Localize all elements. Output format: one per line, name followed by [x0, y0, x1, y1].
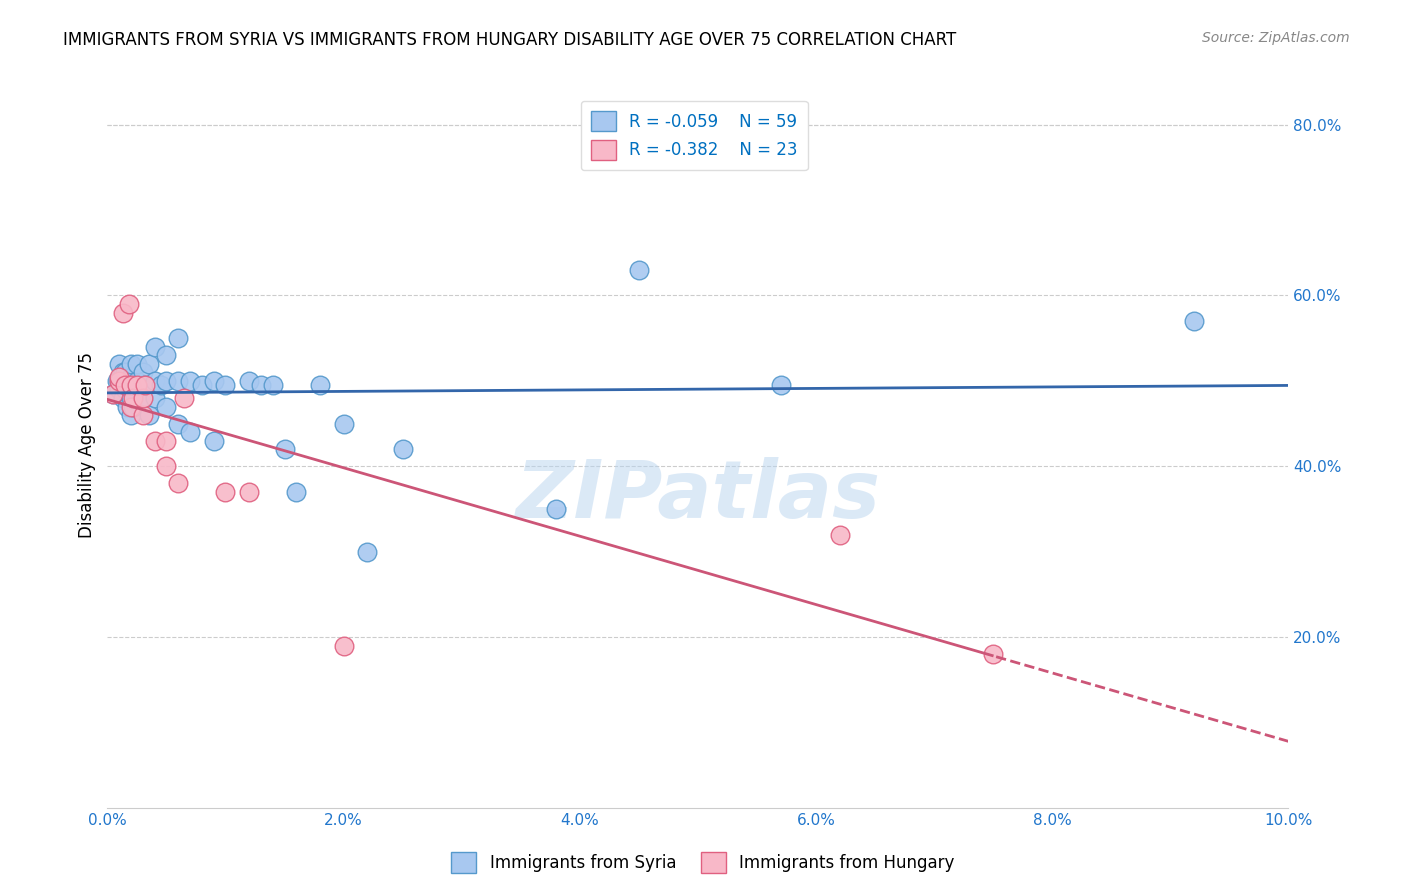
Point — [114, 365, 136, 379]
Point — [134, 378, 156, 392]
Point — [108, 374, 131, 388]
Point — [132, 365, 155, 379]
Point — [250, 378, 273, 392]
Point — [1182, 314, 1205, 328]
Point — [391, 442, 413, 457]
Point — [143, 340, 166, 354]
Point — [143, 434, 166, 448]
Point — [114, 369, 136, 384]
Point — [105, 374, 128, 388]
Point — [149, 378, 172, 392]
Point — [120, 378, 142, 392]
Point — [125, 357, 148, 371]
Point — [132, 378, 155, 392]
Legend: R = -0.059    N = 59, R = -0.382    N = 23: R = -0.059 N = 59, R = -0.382 N = 23 — [581, 101, 807, 170]
Point — [138, 357, 160, 371]
Point — [132, 391, 155, 405]
Point — [122, 400, 145, 414]
Point — [122, 391, 145, 405]
Point — [238, 374, 260, 388]
Point — [262, 378, 284, 392]
Point — [103, 386, 125, 401]
Point — [167, 476, 190, 491]
Point — [828, 527, 851, 541]
Point — [125, 378, 148, 392]
Point — [356, 545, 378, 559]
Point — [179, 425, 201, 440]
Point — [108, 383, 131, 397]
Text: ZIPatlas: ZIPatlas — [516, 457, 880, 535]
Point — [138, 408, 160, 422]
Point — [214, 485, 236, 500]
Point — [238, 485, 260, 500]
Point — [332, 417, 354, 431]
Text: IMMIGRANTS FROM SYRIA VS IMMIGRANTS FROM HUNGARY DISABILITY AGE OVER 75 CORRELAT: IMMIGRANTS FROM SYRIA VS IMMIGRANTS FROM… — [63, 31, 956, 49]
Point — [125, 374, 148, 388]
Point — [167, 331, 190, 345]
Point — [273, 442, 295, 457]
Point — [120, 408, 142, 422]
Point — [155, 348, 177, 362]
Point — [117, 378, 139, 392]
Point — [122, 378, 145, 392]
Point — [546, 502, 568, 516]
Y-axis label: Disability Age Over 75: Disability Age Over 75 — [79, 352, 96, 538]
Point — [111, 391, 134, 405]
Point — [155, 459, 177, 474]
Point — [120, 400, 142, 414]
Point — [179, 374, 201, 388]
Point — [309, 378, 332, 392]
Point — [111, 305, 134, 319]
Point — [155, 374, 177, 388]
Point — [117, 400, 139, 414]
Point — [132, 408, 155, 422]
Point — [202, 374, 225, 388]
Point — [120, 378, 142, 392]
Point — [143, 374, 166, 388]
Point — [173, 391, 195, 405]
Point — [120, 391, 142, 405]
Point — [285, 485, 308, 500]
Point — [114, 383, 136, 397]
Point — [167, 417, 190, 431]
Point — [155, 434, 177, 448]
Point — [627, 263, 650, 277]
Point — [117, 297, 139, 311]
Point — [214, 378, 236, 392]
Point — [332, 639, 354, 653]
Point — [111, 365, 134, 379]
Point — [132, 391, 155, 405]
Point — [191, 378, 214, 392]
Point — [108, 369, 131, 384]
Point — [143, 391, 166, 405]
Text: Source: ZipAtlas.com: Source: ZipAtlas.com — [1202, 31, 1350, 45]
Point — [108, 357, 131, 371]
Point — [120, 369, 142, 384]
Point — [110, 374, 132, 388]
Point — [114, 378, 136, 392]
Point — [117, 374, 139, 388]
Legend: Immigrants from Syria, Immigrants from Hungary: Immigrants from Syria, Immigrants from H… — [444, 846, 962, 880]
Point — [108, 374, 131, 388]
Point — [981, 648, 1004, 662]
Point — [202, 434, 225, 448]
Point — [103, 386, 125, 401]
Point — [155, 400, 177, 414]
Point — [134, 378, 156, 392]
Point — [769, 378, 792, 392]
Point — [114, 378, 136, 392]
Point — [120, 357, 142, 371]
Point — [167, 374, 190, 388]
